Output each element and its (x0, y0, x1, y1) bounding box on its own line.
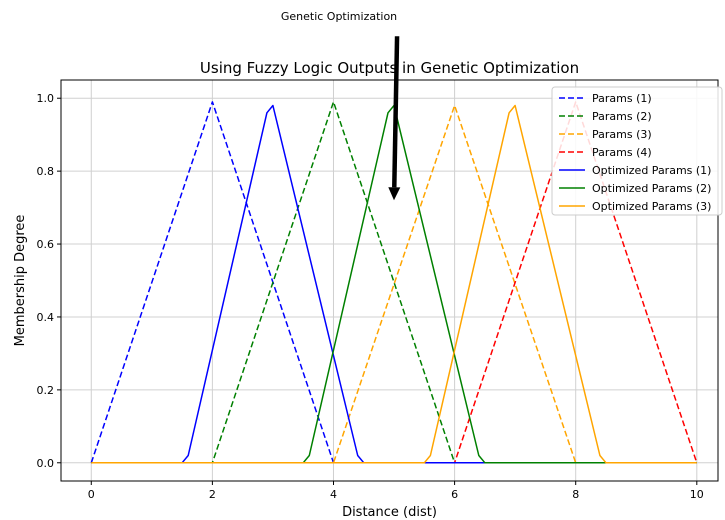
annotation-arrow-head (388, 187, 400, 200)
legend-label: Optimized Params (3) (592, 200, 711, 213)
legend-label: Params (3) (592, 128, 652, 141)
y-tick-label: 1.0 (37, 92, 55, 105)
y-tick-label: 0.6 (37, 238, 55, 251)
annotation-arrow-shaft (394, 36, 397, 187)
annotation-text: Genetic Optimization (281, 10, 397, 23)
x-tick-label: 10 (690, 488, 704, 501)
y-tick-label: 0.8 (37, 165, 55, 178)
x-tick-label: 4 (330, 488, 337, 501)
y-tick-label: 0.2 (37, 384, 55, 397)
y-tick-label: 0.4 (37, 311, 55, 324)
x-tick-label: 0 (88, 488, 95, 501)
x-tick-label: 2 (209, 488, 216, 501)
legend-label: Params (1) (592, 92, 652, 105)
legend-label: Optimized Params (2) (592, 182, 711, 195)
legend: Params (1) Params (2) Params (3) Params (4)… (552, 87, 722, 215)
legend-label: Params (2) (592, 110, 652, 123)
legend-label: Optimized Params (1) (592, 164, 711, 177)
x-axis-label: Distance (dist) (342, 505, 437, 520)
x-tick-label: 6 (451, 488, 458, 501)
legend-label: Params (4) (592, 146, 652, 159)
x-tick-label: 8 (572, 488, 579, 501)
y-tick-label: 0.0 (37, 457, 55, 470)
y-axis-label: Membership Degree (13, 215, 28, 347)
chart-title: Using Fuzzy Logic Outputs in Genetic Opt… (200, 59, 579, 77)
